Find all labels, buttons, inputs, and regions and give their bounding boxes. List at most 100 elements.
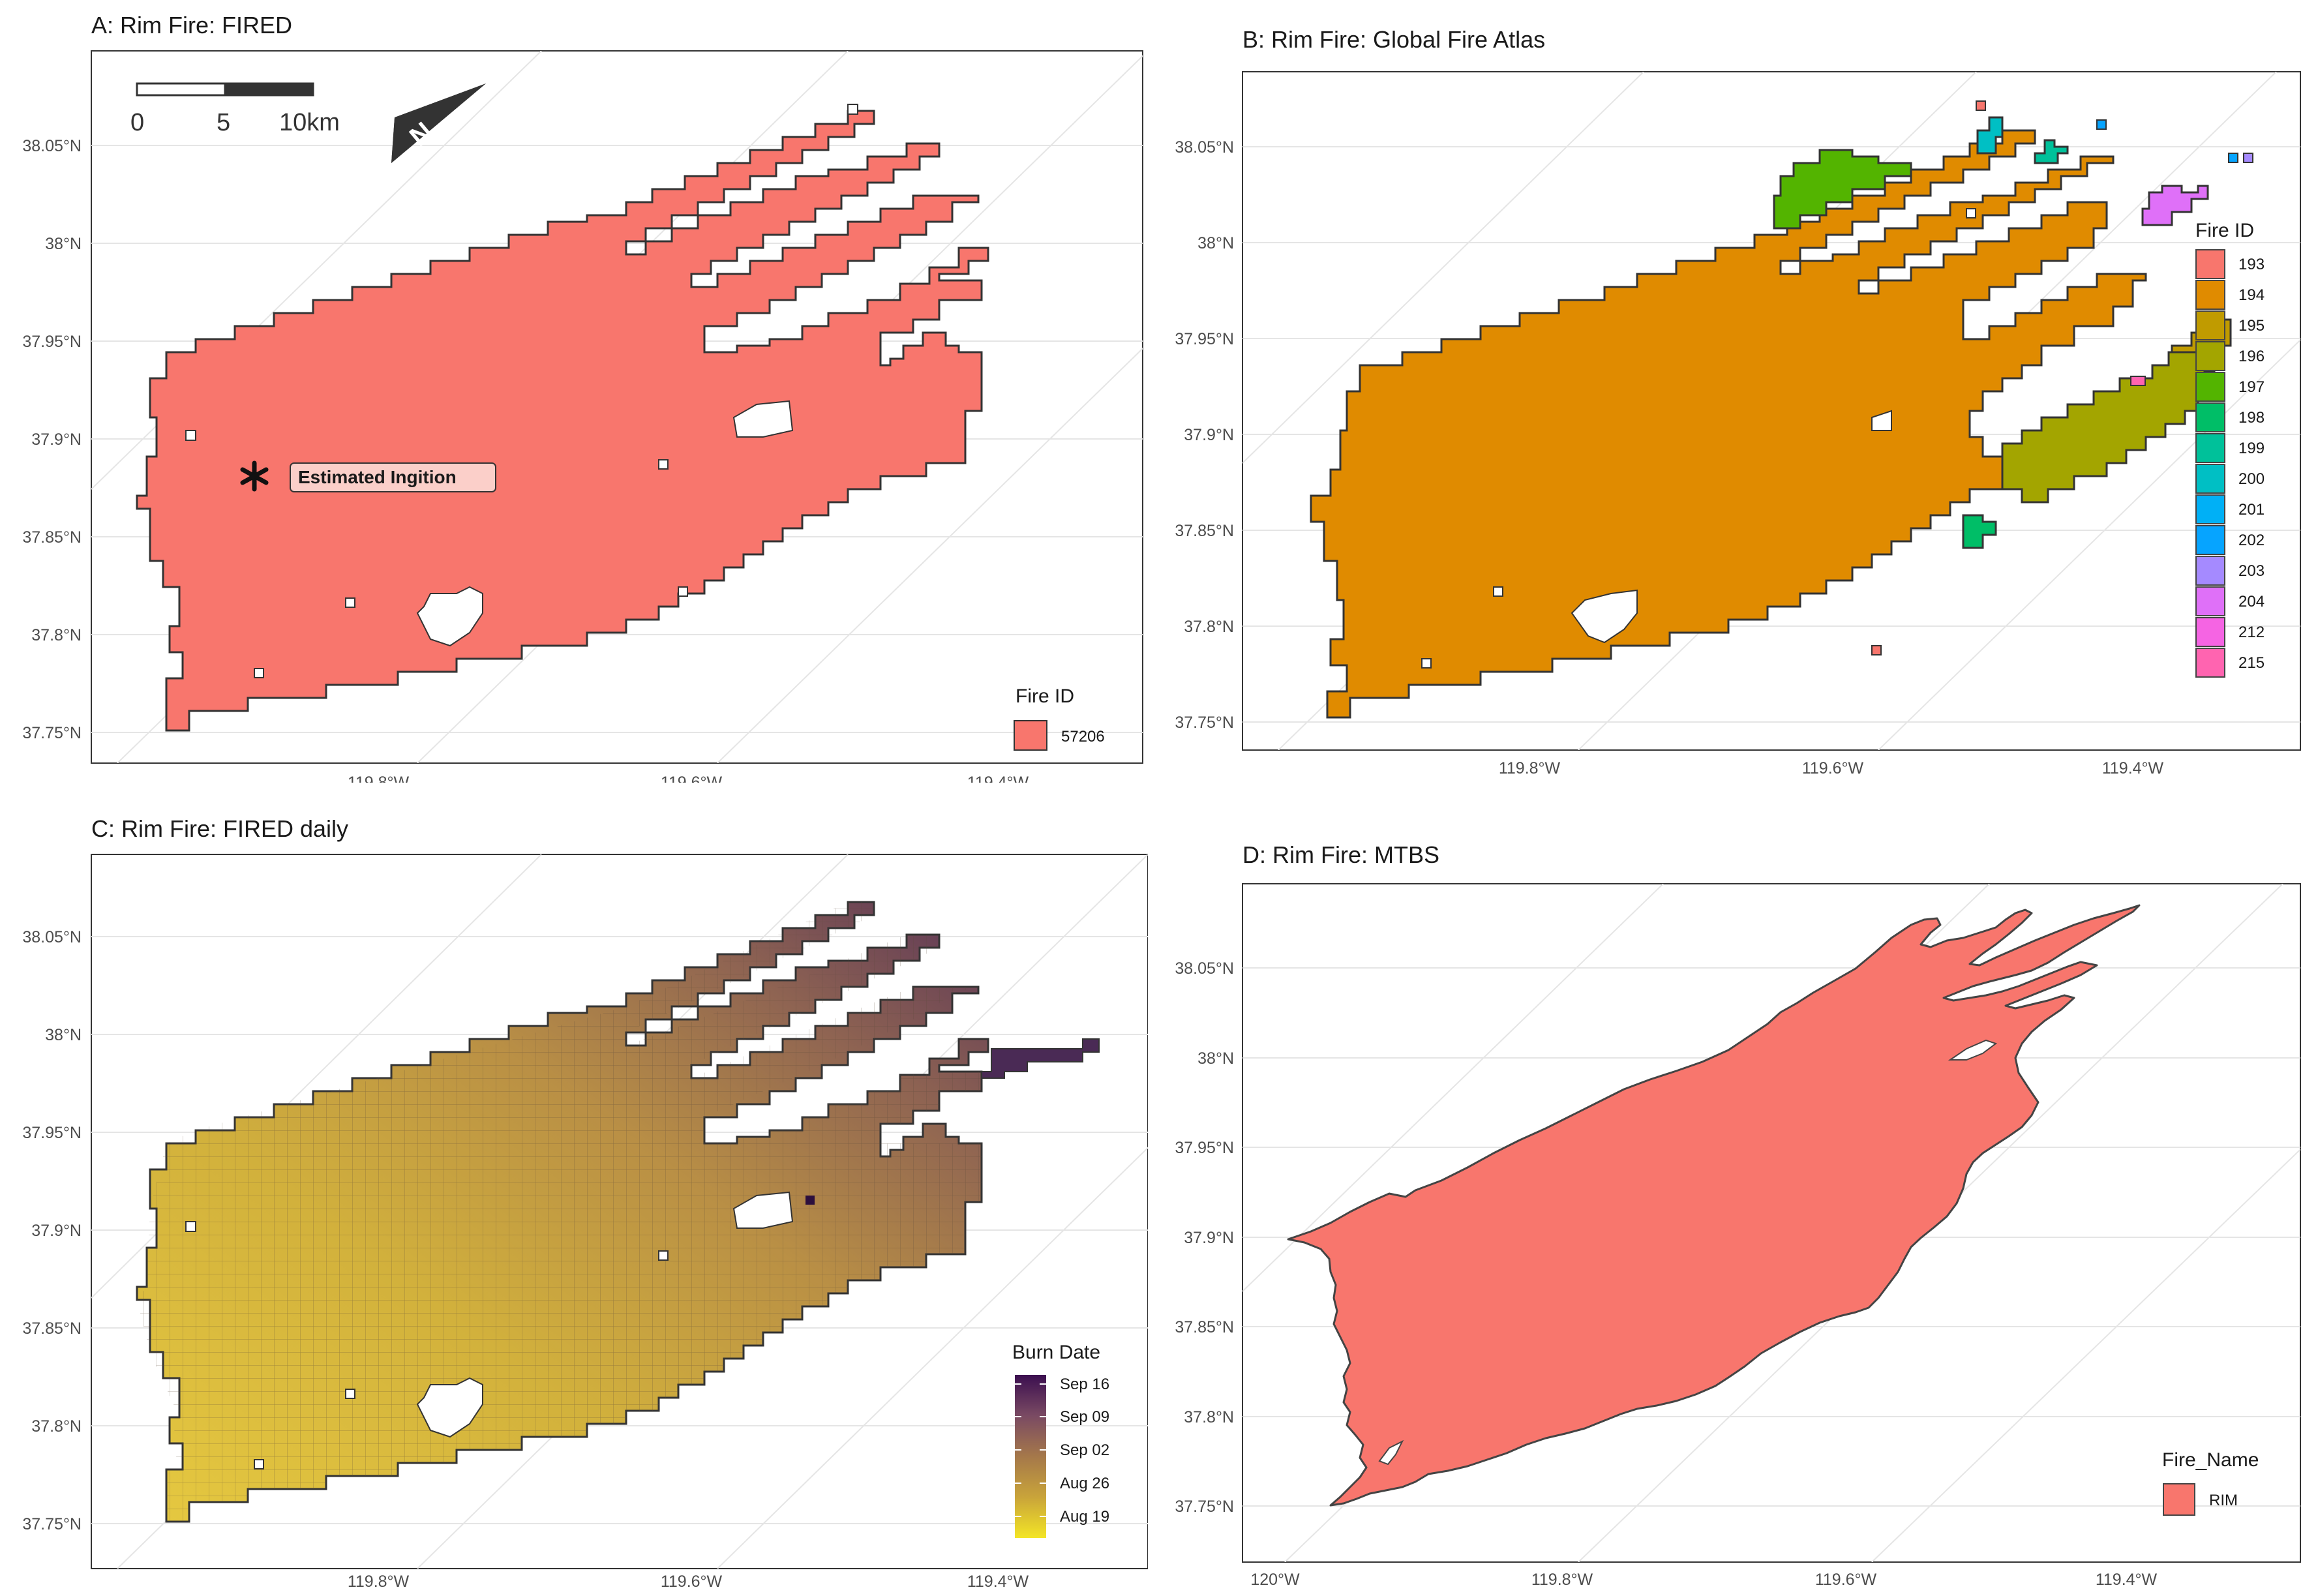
legend-label-194: 194 [2238, 286, 2265, 304]
svg-text:37.8°N: 37.8°N [31, 626, 82, 644]
legend-swatch-200 [2195, 464, 2225, 494]
svg-text:37.95°N: 37.95°N [22, 1124, 82, 1142]
svg-text:119.8°W: 119.8°W [1531, 1571, 1593, 1589]
scalebar-label-5: 5 [217, 109, 230, 136]
fire-193-patch-2 [1871, 645, 1882, 655]
svg-text:119.6°W: 119.6°W [1815, 1571, 1877, 1589]
legend-swatch-202 [2195, 525, 2225, 555]
unburned-islands-b [1421, 208, 1976, 669]
legend-label-193: 193 [2238, 256, 2265, 273]
scale-bar: 0 5 10km [130, 82, 340, 136]
svg-text:Aug 19: Aug 19 [1060, 1508, 1109, 1526]
ignition-label: Estimated Ingition [298, 467, 457, 487]
legend-label-203: 203 [2238, 562, 2265, 580]
svg-text:37.85°N: 37.85°N [22, 1319, 82, 1338]
svg-text:37.85°N: 37.85°N [1175, 1318, 1234, 1336]
asterisk-icon [240, 460, 269, 492]
burn-date-colorbar [1015, 1375, 1046, 1538]
fire-215-patch [2130, 376, 2146, 386]
panel-a-title: A: Rim Fire: FIRED [91, 12, 293, 38]
fire-198 [1962, 514, 1997, 549]
svg-text:Fire ID: Fire ID [2195, 220, 2254, 241]
svg-text:Aug 26: Aug 26 [1060, 1475, 1109, 1492]
svg-text:37.95°N: 37.95°N [1175, 330, 1234, 348]
legend-label-212: 212 [2238, 624, 2265, 641]
svg-text:37.75°N: 37.75°N [1175, 1498, 1234, 1516]
svg-text:37.85°N: 37.85°N [1175, 522, 1234, 540]
svg-text:Fire ID: Fire ID [1016, 685, 1074, 707]
svg-text:37.9°N: 37.9°N [1184, 426, 1234, 444]
legend-swatch-212 [2195, 617, 2225, 647]
fire-201-patch [2228, 153, 2238, 163]
svg-text:37.95°N: 37.95°N [22, 333, 82, 351]
legend-swatch-198 [2195, 402, 2225, 432]
svg-text:37.9°N: 37.9°N [1184, 1229, 1234, 1247]
legend-swatch-204 [2195, 586, 2225, 616]
fire-perimeter-a [136, 110, 989, 732]
panel-c-title: C: Rim Fire: FIRED daily [91, 815, 349, 842]
legend-label-201: 201 [2238, 501, 2265, 519]
panel-c-lon-axis: 119.8°W 119.6°W 119.4°W [348, 1573, 1029, 1591]
svg-text:Fire_Name: Fire_Name [2162, 1449, 2259, 1471]
svg-text:119.4°W: 119.4°W [967, 1573, 1029, 1591]
legend-swatch-195 [2195, 310, 2225, 340]
panel-d-lat-axis: 38.05°N 38°N 37.95°N 37.9°N 37.85°N 37.8… [1175, 959, 1234, 1516]
legend-swatch-197 [2195, 372, 2225, 402]
legend-label-195: 195 [2238, 317, 2265, 335]
late-burn-patch [981, 1038, 1100, 1079]
panel-d-title: D: Rim Fire: MTBS [1242, 841, 1439, 868]
panel-b-map: 38.05°N 38°N 37.95°N 37.9°N 37.85°N 37.8… [1175, 71, 2301, 777]
fire-193-patch [1976, 100, 1986, 111]
scalebar-label-10: 10km [279, 109, 340, 136]
legend-label-215: 215 [2238, 654, 2265, 672]
svg-text:38°N: 38°N [1197, 1049, 1234, 1068]
legend-label-204: 204 [2238, 593, 2265, 610]
svg-text:119.4°W: 119.4°W [967, 774, 1029, 783]
svg-text:38.05°N: 38.05°N [22, 928, 82, 946]
svg-text:37.9°N: 37.9°N [31, 430, 82, 449]
panel-c-map: 38.05°N 38°N 37.95°N 37.9°N 37.85°N 37.8… [22, 854, 1148, 1591]
legend-swatch-215 [2195, 648, 2225, 678]
svg-text:RIM: RIM [2209, 1492, 2238, 1509]
svg-text:Sep 16: Sep 16 [1060, 1376, 1109, 1393]
svg-text:57206: 57206 [1061, 728, 1105, 745]
scalebar-label-0: 0 [130, 109, 144, 136]
fire-202-patch [2096, 119, 2107, 130]
svg-text:119.8°W: 119.8°W [1499, 759, 1561, 777]
svg-text:Burn Date: Burn Date [1012, 1342, 1100, 1363]
legend-swatch-rim [2163, 1483, 2195, 1516]
panel-d-map: 38.05°N 38°N 37.95°N 37.9°N 37.85°N 37.8… [1175, 883, 2301, 1589]
panel-b-lat-axis: 38.05°N 38°N 37.95°N 37.9°N 37.85°N 37.8… [1175, 138, 1234, 732]
svg-text:120°W: 120°W [1250, 1571, 1300, 1589]
fire-199 [2034, 139, 2069, 164]
fire-perimeter-mtbs [1287, 904, 2141, 1507]
svg-text:38°N: 38°N [1197, 234, 1234, 252]
legend-swatch-194 [2195, 280, 2225, 310]
svg-text:37.75°N: 37.75°N [22, 1515, 82, 1533]
legend-swatch-201 [2195, 494, 2225, 524]
legend-label-198: 198 [2238, 409, 2265, 427]
panel-a-lat-axis: 38.05°N 38°N 37.95°N 37.9°N 37.85°N 37.8… [22, 137, 82, 742]
legend-swatch-57206 [1014, 720, 1047, 751]
legend-label-196: 196 [2238, 348, 2265, 365]
svg-text:119.4°W: 119.4°W [2102, 759, 2164, 777]
panel-c-legend: Burn Date Sep 16 Sep 09 Sep 02 Aug 26 Au… [1012, 1342, 1109, 1538]
svg-text:38.05°N: 38.05°N [22, 137, 82, 155]
panel-a-legend: Fire ID 57206 [1014, 685, 1105, 751]
svg-text:37.9°N: 37.9°N [31, 1222, 82, 1240]
fire-203-patch [2243, 153, 2253, 163]
panel-b-legend: Fire ID 193 194 195 196 197 198 199 200 201 202 20… [2195, 220, 2265, 678]
legend-label-200: 200 [2238, 470, 2265, 488]
burn-date-raster [136, 901, 1100, 1523]
panel-d-legend: Fire_Name RIM [2162, 1449, 2259, 1516]
north-arrow-icon: N [391, 83, 486, 163]
svg-text:37.85°N: 37.85°N [22, 528, 82, 547]
fire-200 [1976, 116, 2004, 155]
fire-204 [2141, 185, 2209, 226]
legend-label-202: 202 [2238, 532, 2265, 549]
panel-d-lon-axis: 120°W 119.8°W 119.6°W 119.4°W [1250, 1571, 2157, 1589]
svg-text:38.05°N: 38.05°N [1175, 959, 1234, 978]
svg-text:37.95°N: 37.95°N [1175, 1139, 1234, 1157]
panel-a-map: Estimated Ingition 0 5 10km N 38.05°N 38… [22, 50, 1143, 783]
legend-swatch-203 [2195, 556, 2225, 586]
